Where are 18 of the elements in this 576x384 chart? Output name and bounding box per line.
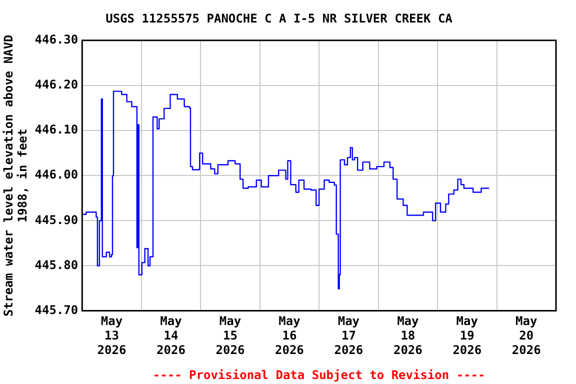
y-tick-label: 446.20 bbox=[34, 78, 78, 92]
y-tick-label: 445.90 bbox=[34, 212, 78, 227]
x-tick-label: May 19 2026 bbox=[452, 314, 482, 357]
x-tick-label: May 18 2026 bbox=[393, 314, 422, 357]
y-tick-label: 445.70 bbox=[34, 302, 78, 317]
x-tick-label: May 15 2026 bbox=[216, 314, 245, 357]
x-tick-label: May 20 2026 bbox=[512, 314, 541, 357]
y-axis-title: Stream water level elevation above NAVD 1988, in feet bbox=[1, 34, 30, 316]
y-tick-label: 446.00 bbox=[34, 168, 78, 182]
chart-title: USGS 11255575 PANOCHE C A I-5 NR SILVER CREEK CA bbox=[106, 11, 454, 26]
x-tick-label: May 14 2026 bbox=[156, 314, 186, 357]
x-tick-label: May 16 2026 bbox=[275, 314, 304, 357]
y-tick-label: 446.10 bbox=[34, 122, 78, 137]
x-tick-label: May 17 2026 bbox=[334, 314, 364, 357]
y-tick-label: 446.30 bbox=[34, 32, 78, 47]
y-tick-label: 445.80 bbox=[34, 258, 78, 272]
text: ---- Provisional Data Subject to Revision ---- bbox=[152, 368, 486, 382]
x-tick-label: May 13 2026 bbox=[97, 314, 126, 357]
